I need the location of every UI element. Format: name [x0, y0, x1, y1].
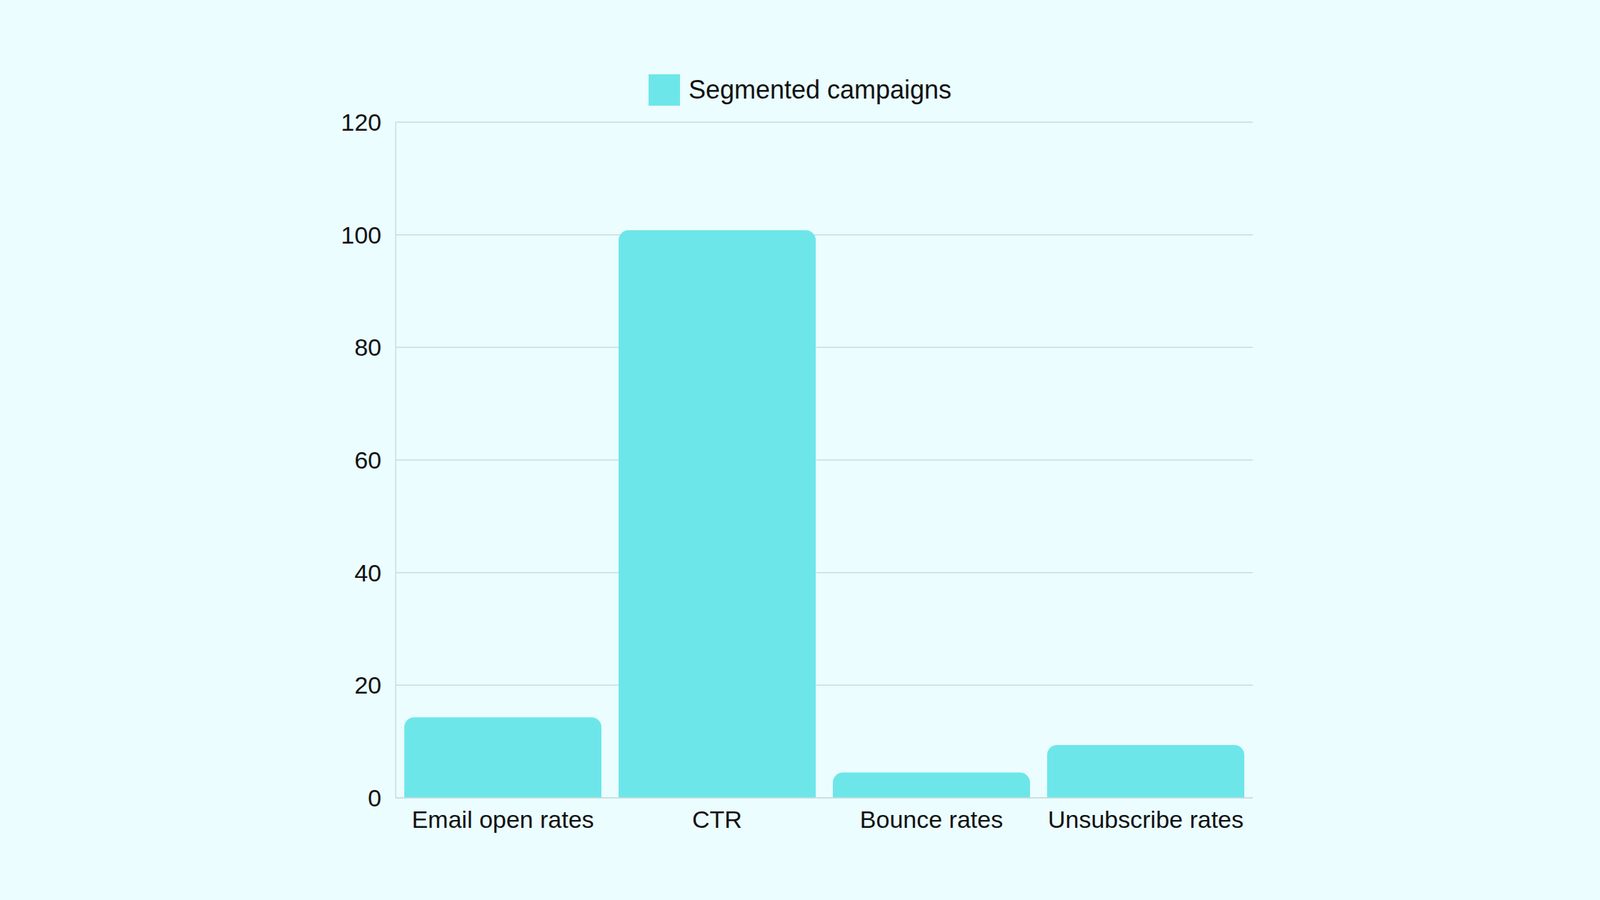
svg-text:40: 40	[354, 559, 382, 587]
html-text:Segmented campaigns: Segmented campaigns	[688, 75, 952, 105]
svg-text:CTR: CTR	[692, 805, 743, 833]
svg-text:80: 80	[354, 333, 382, 361]
svg-text:100: 100	[340, 221, 382, 249]
svg-text:Email open rates: Email open rates	[411, 805, 594, 833]
svg-text:20: 20	[354, 671, 382, 699]
svg-text:Unsubscribe rates: Unsubscribe rates	[1047, 805, 1244, 833]
svg-text:120: 120	[340, 108, 382, 136]
svg-text:Bounce rates: Bounce rates	[860, 805, 1003, 833]
svg-text:0: 0	[367, 784, 382, 812]
svg-text:60: 60	[354, 446, 382, 474]
